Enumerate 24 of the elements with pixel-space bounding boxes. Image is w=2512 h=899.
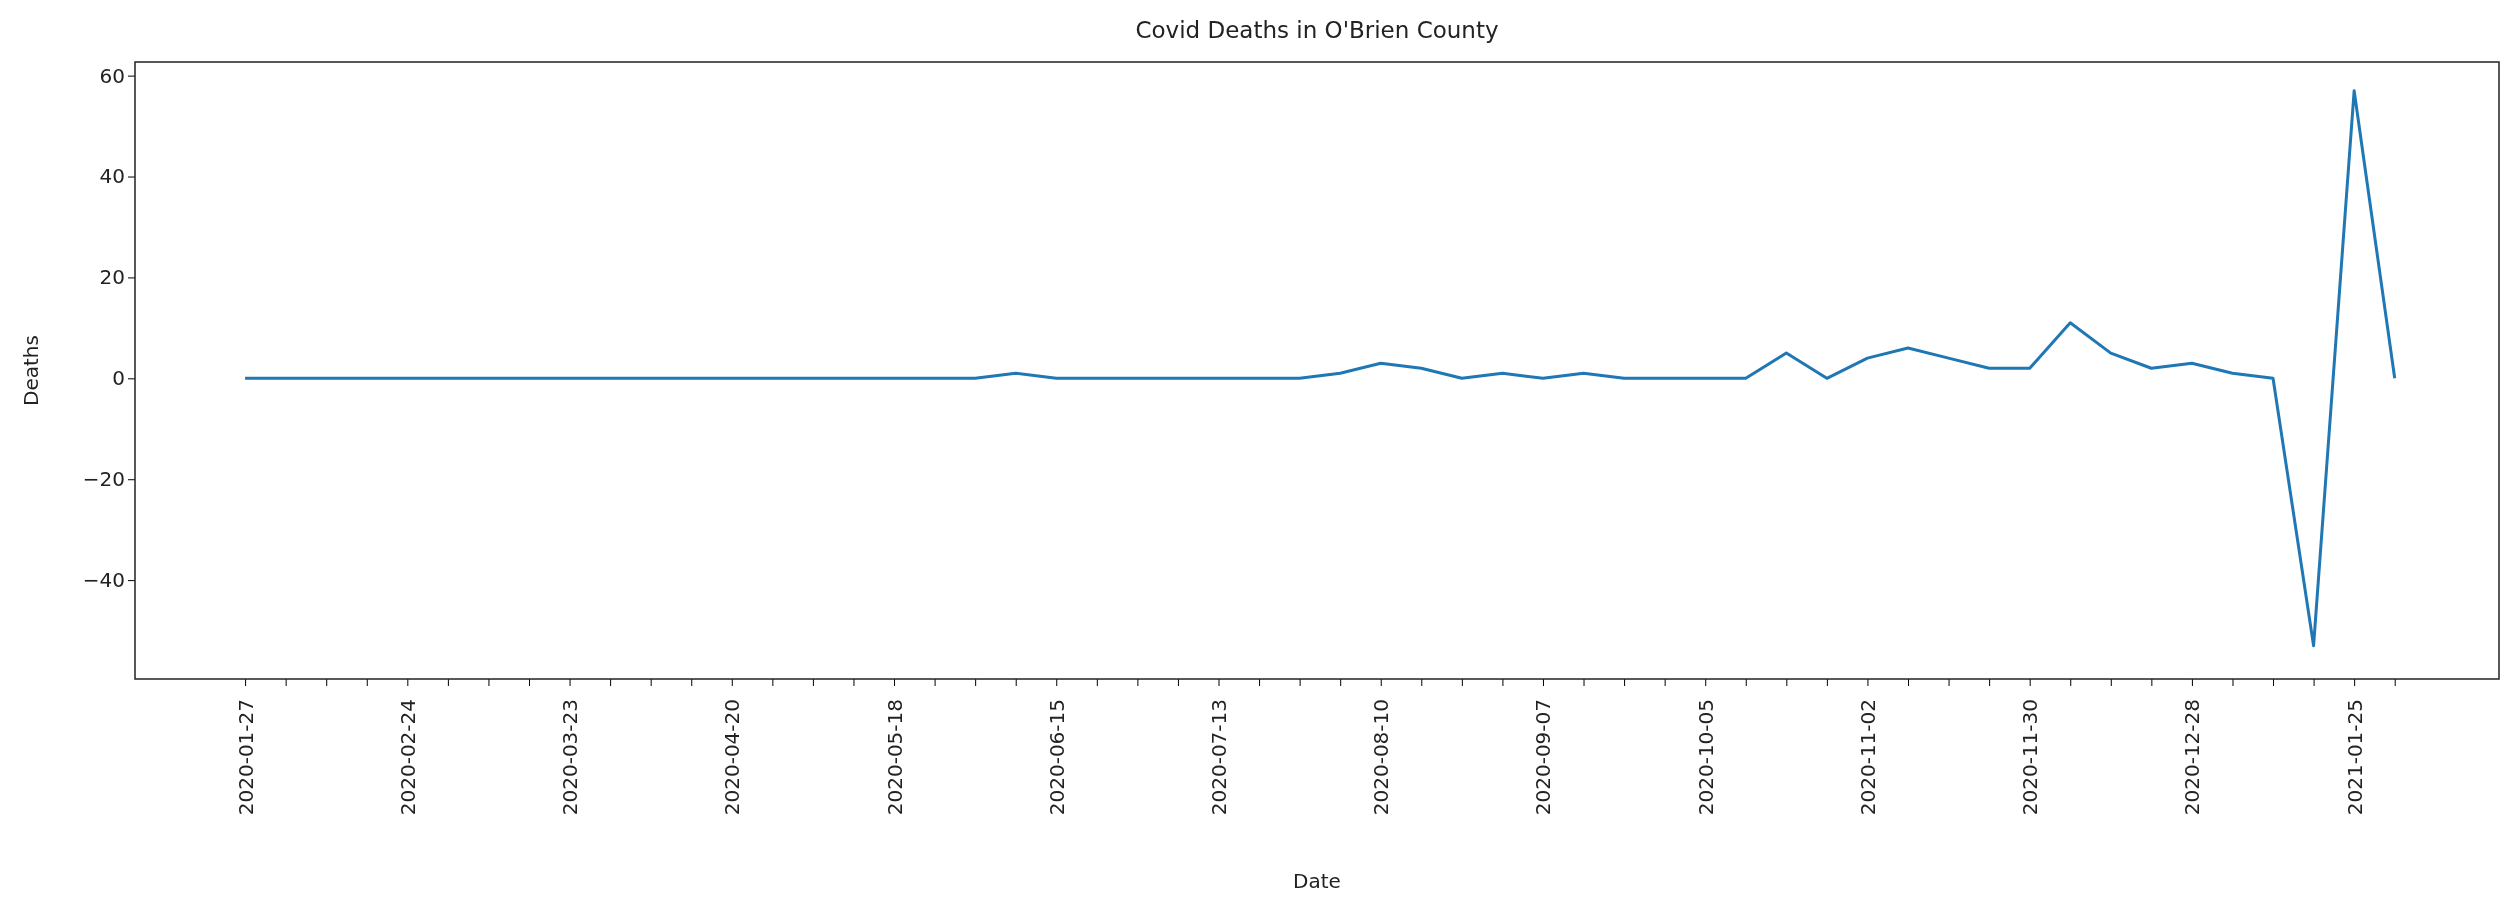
x-tick-label: 2020-02-24 — [395, 699, 420, 816]
y-tick-label: 60 — [99, 63, 125, 88]
x-axis-title: Date — [1293, 869, 1341, 893]
y-tick-label: 0 — [112, 366, 125, 391]
x-tick-label: 2020-10-05 — [1693, 699, 1718, 816]
y-tick-label: 20 — [99, 265, 125, 290]
x-tick-label: 2020-11-30 — [2018, 699, 2043, 816]
y-tick-label: −40 — [82, 568, 125, 593]
y-tick-label: −20 — [82, 467, 125, 492]
x-tick-label: 2020-05-18 — [882, 699, 907, 816]
x-tick-label: 2020-04-20 — [720, 699, 745, 816]
x-tick-label: 2020-08-10 — [1369, 699, 1394, 816]
x-tick-label: 2020-07-13 — [1207, 699, 1231, 816]
line-series — [243, 89, 2397, 648]
x-tick-label: 2021-01-25 — [2342, 699, 2367, 816]
chart-title: Covid Deaths in O'Brien County — [1135, 17, 1499, 43]
x-tick-label: 2020-06-15 — [1044, 699, 1069, 816]
x-tick-label: 2020-09-07 — [1531, 699, 1556, 816]
y-axis-title: Deaths — [19, 335, 43, 406]
x-tick-label: 2020-11-02 — [1855, 699, 1880, 816]
y-tick-label: 40 — [99, 164, 125, 189]
x-tick-label: 2020-01-27 — [233, 699, 258, 816]
x-tick-label: 2020-12-28 — [2180, 699, 2205, 816]
x-tick-label: 2020-03-23 — [558, 699, 583, 816]
